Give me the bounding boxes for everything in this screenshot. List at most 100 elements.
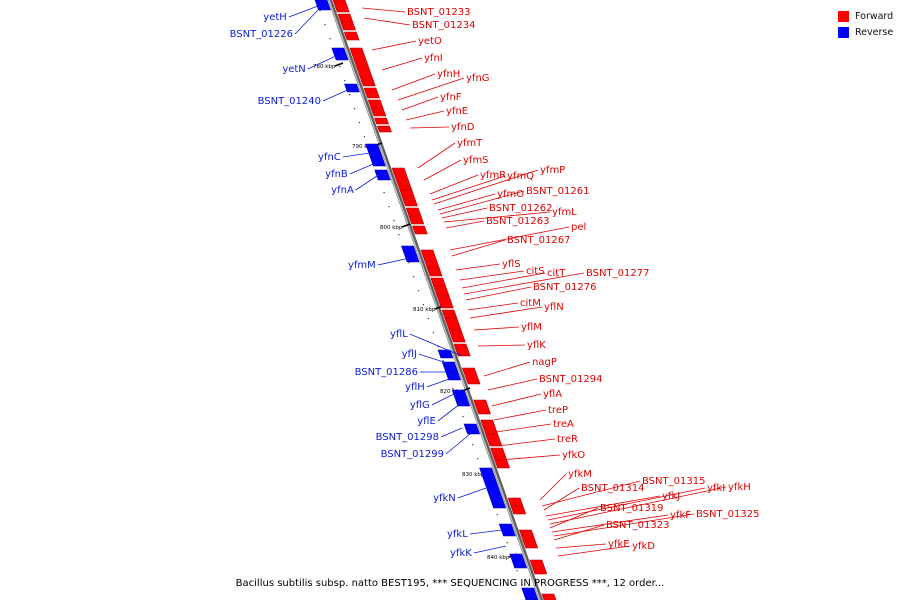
forward-gene-label[interactable]: BSNT_01325: [696, 509, 759, 520]
forward-gene-block: [529, 559, 548, 575]
forward-gene-label[interactable]: yfmP: [540, 165, 565, 176]
forward-gene-label[interactable]: yfkO: [562, 450, 585, 461]
svg-text:810 kbp: 810 kbp: [413, 307, 436, 313]
reverse-gene-label[interactable]: yflL: [390, 329, 408, 340]
forward-gene-label[interactable]: yfmT: [457, 138, 483, 149]
forward-gene-label[interactable]: yflK: [527, 340, 546, 351]
forward-gene-label[interactable]: yfmR: [480, 170, 506, 181]
reverse-gene-label[interactable]: yflH: [405, 382, 425, 393]
forward-gene-label[interactable]: yfkH: [728, 482, 751, 493]
forward-gene-label[interactable]: yetO: [418, 36, 442, 47]
forward-gene-label[interactable]: citT: [547, 268, 566, 279]
reverse-gene-label[interactable]: yfnA: [331, 185, 354, 196]
legend-reverse-label: Reverse: [855, 26, 894, 38]
forward-gene-label[interactable]: yfnI: [424, 53, 443, 64]
forward-gene-label[interactable]: treP: [548, 405, 568, 416]
reverse-gene-label[interactable]: BSNT_01240: [258, 96, 321, 107]
forward-gene-label[interactable]: yfkD: [632, 541, 655, 552]
forward-gene-label[interactable]: BSNT_01233: [407, 7, 470, 18]
forward-gene-label[interactable]: treR: [557, 434, 578, 445]
forward-gene-label[interactable]: yfkM: [568, 469, 592, 480]
forward-gene-label[interactable]: citM: [520, 298, 541, 309]
leader-line: [307, 54, 339, 70]
forward-gene-label[interactable]: yfkF: [670, 510, 691, 521]
forward-gene-label[interactable]: yfnF: [440, 92, 462, 103]
forward-gene-label[interactable]: yfnG: [466, 73, 490, 84]
forward-gene-label[interactable]: yflN: [544, 302, 564, 313]
reverse-gene-label[interactable]: BSNT_01286: [355, 367, 418, 378]
reverse-gene-label[interactable]: yfnB: [325, 169, 348, 180]
forward-gene-label[interactable]: yfkJ: [662, 491, 680, 502]
forward-gene-label[interactable]: BSNT_01314: [581, 483, 644, 494]
forward-gene-label[interactable]: treA: [553, 419, 574, 430]
label-leader-lines: [288, 5, 727, 557]
forward-gene-label[interactable]: BSNT_01315: [642, 476, 705, 487]
leader-line: [445, 433, 471, 455]
leader-line: [455, 263, 501, 271]
reverse-gene-label[interactable]: BSNT_01298: [376, 432, 439, 443]
reverse-gene-block: [437, 349, 454, 359]
reverse-gene-label[interactable]: BSNT_01299: [381, 449, 444, 460]
forward-gene-label[interactable]: nagP: [532, 357, 557, 368]
forward-gene-label[interactable]: pel: [571, 222, 586, 233]
forward-gene-label[interactable]: BSNT_01294: [539, 374, 602, 385]
reverse-gene-label[interactable]: yfkN: [433, 493, 456, 504]
forward-gene-label[interactable]: BSNT_01319: [600, 503, 663, 514]
leader-line: [417, 142, 456, 169]
leader-line: [469, 529, 503, 535]
forward-gene-label[interactable]: yfnE: [446, 106, 468, 117]
reverse-gene-label[interactable]: yfkL: [447, 529, 468, 540]
forward-gene-label[interactable]: yflM: [521, 322, 542, 333]
forward-gene-label[interactable]: BSNT_01262: [489, 203, 552, 214]
forward-gene-label[interactable]: yflA: [543, 389, 562, 400]
forward-gene-label[interactable]: BSNT_01234: [412, 20, 475, 31]
leader-line: [439, 190, 525, 215]
leader-line: [473, 545, 507, 554]
reverse-gene-label[interactable]: yflE: [417, 416, 436, 427]
leader-line: [361, 7, 406, 13]
reverse-gene-label[interactable]: yfnC: [318, 152, 341, 163]
forward-gene-label[interactable]: BSNT_01276: [533, 282, 596, 293]
forward-gene-label[interactable]: yfmL: [552, 207, 577, 218]
forward-swatch: [838, 10, 849, 22]
reverse-gene-label[interactable]: yflJ: [402, 349, 417, 360]
forward-gene-label[interactable]: yfkI: [707, 483, 725, 494]
forward-gene-label[interactable]: BSNT_01277: [586, 268, 649, 279]
forward-gene-block: [412, 225, 428, 235]
forward-gene-label[interactable]: yfnD: [451, 122, 475, 133]
reverse-gene-label[interactable]: yetN: [282, 64, 305, 75]
forward-gene-label[interactable]: yfmQ: [507, 171, 534, 182]
forward-gene-label[interactable]: BSNT_01261: [526, 186, 589, 197]
reverse-gene-block: [451, 389, 471, 407]
genome-backbone: [327, 0, 544, 600]
forward-gene-label[interactable]: yfmS: [463, 155, 489, 166]
leader-line: [429, 174, 479, 195]
forward-gene-block: [494, 459, 511, 469]
forward-gene-label[interactable]: BSNT_01323: [606, 520, 669, 531]
reverse-gene-label[interactable]: yflG: [410, 400, 430, 411]
reverse-gene-block: [465, 427, 481, 435]
forward-gene-label[interactable]: BSNT_01267: [507, 235, 570, 246]
leader-line: [491, 393, 542, 407]
reverse-gene-label[interactable]: yfmM: [348, 260, 376, 271]
leader-line: [445, 220, 485, 229]
forward-gene-label[interactable]: yfnH: [437, 69, 460, 80]
leader-line: [391, 73, 436, 91]
legend-forward: Forward: [838, 8, 900, 24]
reverse-gene-label[interactable]: BSNT_01226: [230, 29, 293, 40]
forward-gene-block: [473, 399, 492, 415]
leader-line: [405, 110, 445, 121]
forward-gene-label[interactable]: yflS: [502, 259, 521, 270]
forward-gene-block: [453, 343, 471, 357]
forward-gene-label[interactable]: citS: [526, 266, 545, 277]
reverse-gene-label[interactable]: yetH: [263, 12, 287, 23]
reverse-gene-label[interactable]: yfkK: [450, 548, 472, 559]
forward-gene-label[interactable]: yfmO: [497, 189, 524, 200]
leader-line: [423, 159, 462, 181]
leader-line: [495, 423, 552, 433]
forward-gene-label[interactable]: BSNT_01263: [486, 216, 549, 227]
forward-gene-label[interactable]: yfkE: [608, 539, 630, 550]
leader-line: [553, 513, 695, 537]
gene-labels[interactable]: BSNT_01233 BSNT_01234 yetO yfnI yfnH yfnG yfnF…: [230, 7, 760, 559]
leader-line: [426, 377, 453, 388]
